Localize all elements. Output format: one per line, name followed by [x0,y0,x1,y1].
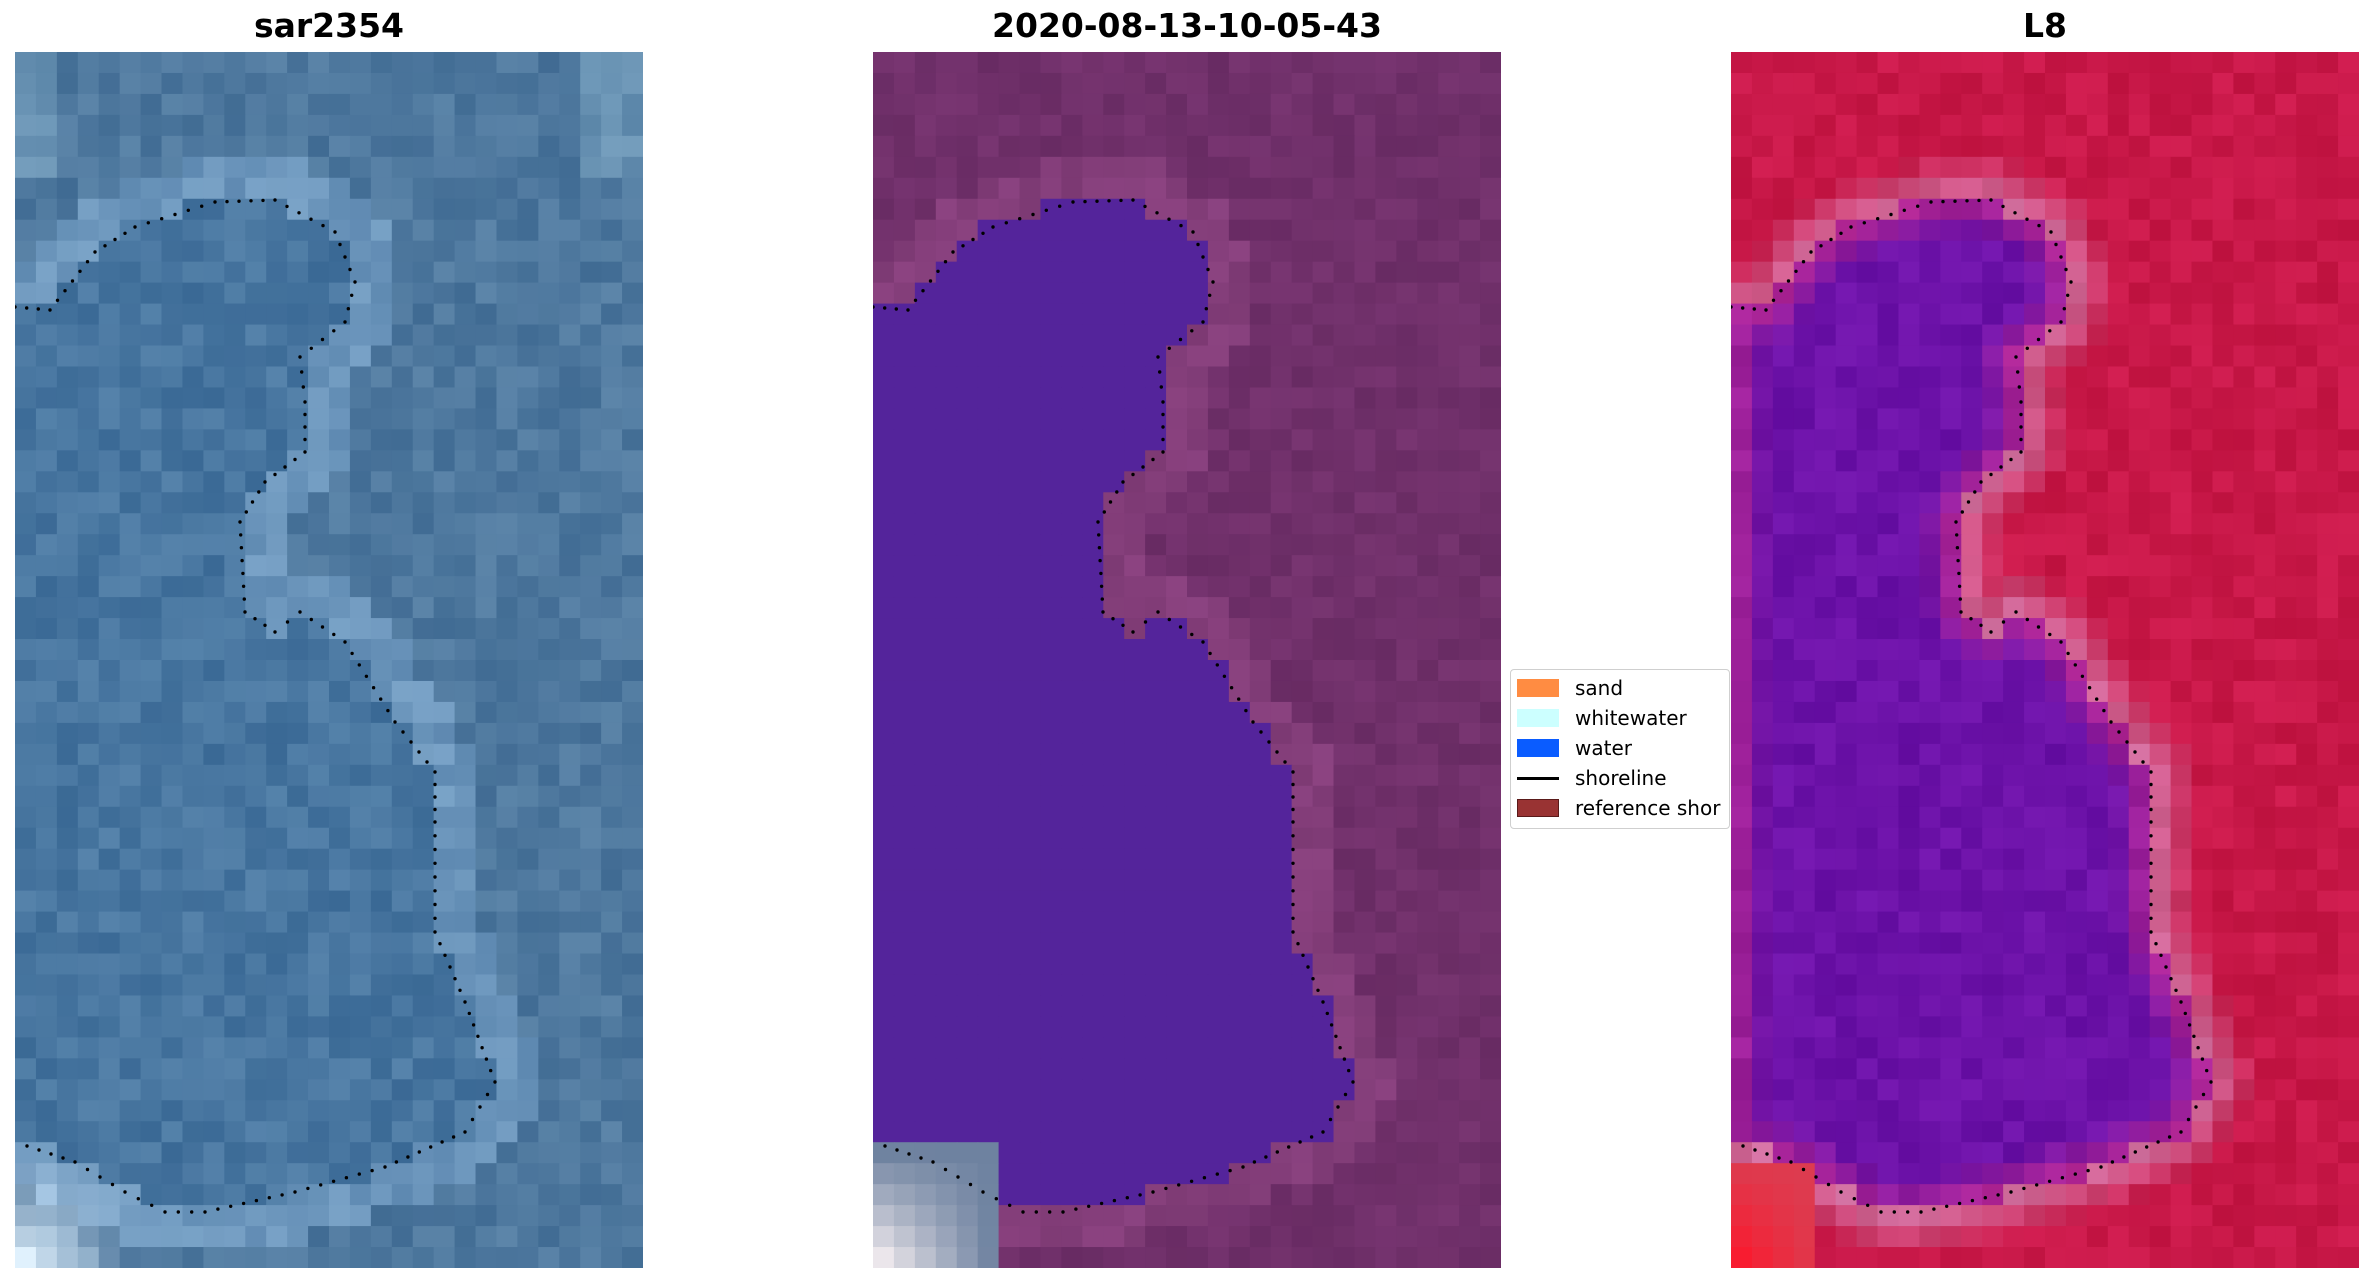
legend-label-water: water [1575,736,1632,760]
rgb-image [15,52,643,1268]
panel-title-rgb: sar2354 [253,6,405,45]
legend-item-whitewater: whitewater [1517,703,1687,733]
legend-line-shoreline [1517,776,1559,780]
legend-item-reference-shoreline: reference shor [1517,793,1720,823]
rgb-image-panel [15,52,643,1268]
rgb-pixels [15,52,643,1268]
legend-swatch-reference-shoreline [1517,799,1559,817]
legend-item-shoreline: shoreline [1517,763,1667,793]
legend-swatch-sand [1517,679,1559,697]
legend-item-sand: sand [1517,673,1623,703]
panel-title-classified: 2020-08-13-10-05-43 [992,6,1382,45]
legend-swatch-whitewater [1517,709,1559,727]
legend-label-sand: sand [1575,676,1624,700]
classified-image-panel [873,52,1501,1268]
legend-item-water: water [1517,733,1632,763]
index-pixels [1731,52,2359,1268]
classified-image [873,52,1501,1268]
legend-label-whitewater: whitewater [1575,706,1687,730]
panel-title-index: L8 [2023,6,2067,45]
classified-shoreline-dots [873,198,1355,1214]
rgb-shoreline-dots [15,198,497,1214]
legend-swatch-water [1517,739,1559,757]
index-shoreline-dots [1731,198,2213,1214]
legend-label-reference-shoreline: reference shor [1575,796,1721,820]
legend-label-shoreline: shoreline [1575,766,1667,790]
index-image [1731,52,2359,1268]
legend: sand whitewater water shoreline referenc… [1510,669,1730,829]
classified-pixels [873,52,1501,1268]
index-image-panel [1731,52,2359,1268]
